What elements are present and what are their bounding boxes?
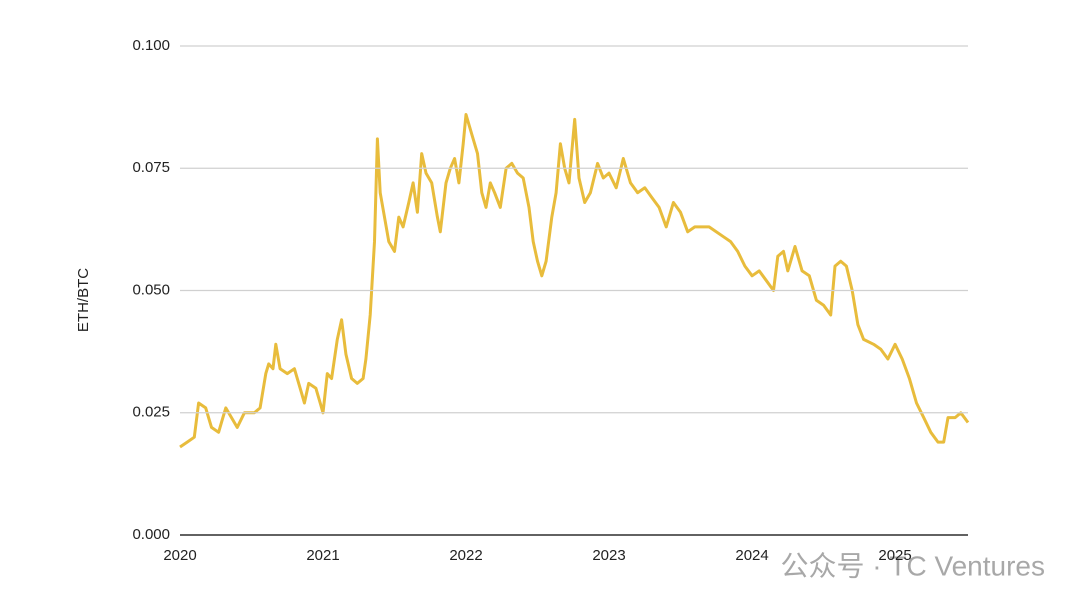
x-tick-label: 2023 xyxy=(592,547,625,564)
x-tick-label: 2024 xyxy=(735,547,768,564)
x-tick-label: 2025 xyxy=(878,547,911,564)
y-tick-label: 0.100 xyxy=(132,37,170,54)
watermark: 公众号 · TC Ventures xyxy=(780,550,1045,581)
y-tick-label: 0.075 xyxy=(132,159,170,176)
y-axis-label: ETH/BTC xyxy=(75,268,92,332)
y-tick-label: 0.050 xyxy=(132,281,170,298)
y-tick-label: 0.025 xyxy=(132,404,170,421)
y-tick-label: 0.000 xyxy=(132,526,170,543)
x-tick-label: 2021 xyxy=(306,547,339,564)
data-line xyxy=(179,113,970,449)
x-tick-label: 2020 xyxy=(163,547,196,564)
x-tick-label: 2022 xyxy=(449,547,482,564)
